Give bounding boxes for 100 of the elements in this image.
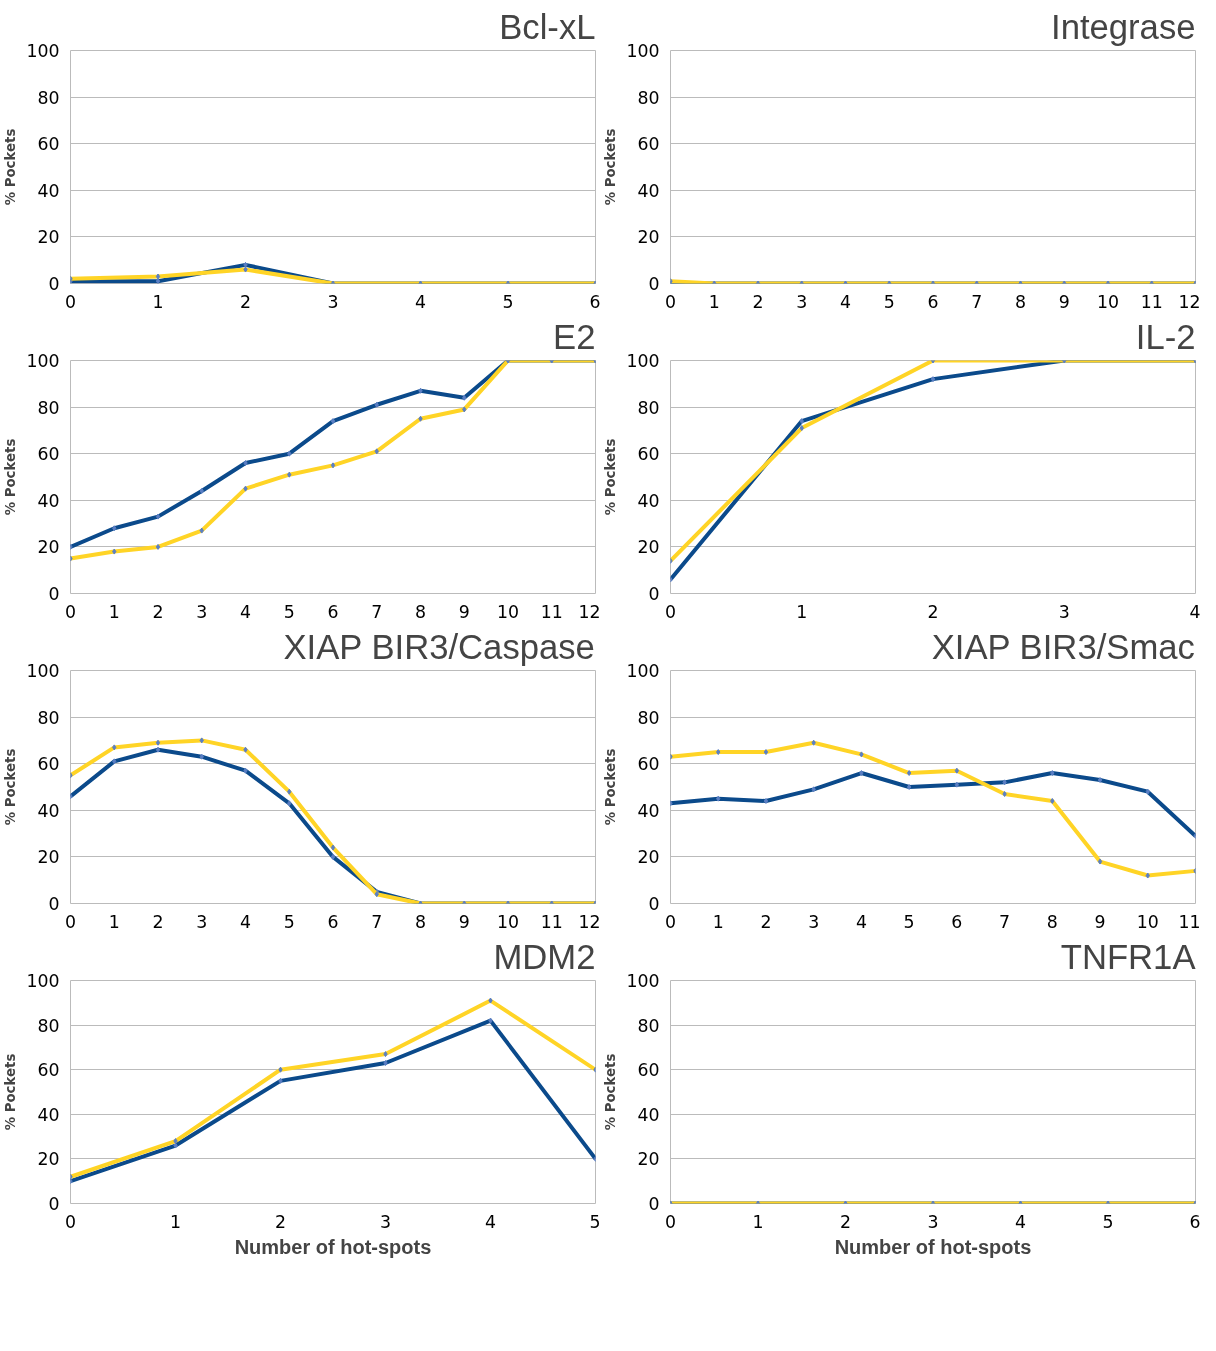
x-tick-label: 8 bbox=[414, 601, 427, 622]
x-tick-label: 10 bbox=[496, 911, 520, 932]
y-tick-label: 40 bbox=[37, 180, 60, 201]
y-tick-label: 100 bbox=[626, 971, 660, 991]
x-tick-label: 1 bbox=[108, 911, 120, 932]
x-tick-label: 5 bbox=[502, 291, 514, 312]
x-tick-label: 1 bbox=[712, 911, 724, 932]
x-tick-label: 4 bbox=[484, 1211, 497, 1232]
y-tick-label: 80 bbox=[37, 707, 60, 728]
x-tick-label: 2 bbox=[152, 601, 164, 622]
x-tick-label: 10 bbox=[1136, 911, 1159, 932]
y-tick-label: 40 bbox=[37, 800, 60, 821]
x-tick-label: 11 bbox=[1140, 291, 1163, 312]
x-tick-label: 0 bbox=[64, 1211, 77, 1232]
y-tick-label: 40 bbox=[37, 490, 60, 511]
y-axis-title: % Pockets bbox=[3, 128, 19, 206]
y-tick-label: 60 bbox=[37, 754, 60, 775]
x-tick-label: 10 bbox=[1096, 291, 1120, 312]
x-tick-label: 2 bbox=[927, 601, 939, 622]
x-tick-label: 8 bbox=[1046, 911, 1058, 932]
y-tick-label: 60 bbox=[637, 134, 660, 155]
y-tick-label: 80 bbox=[637, 1015, 660, 1036]
y-tick-label: 0 bbox=[48, 894, 60, 914]
chart-title: XIAP BIR3/Smac bbox=[931, 627, 1195, 666]
y-tick-label: 20 bbox=[637, 227, 660, 248]
x-tick-label: 1 bbox=[708, 291, 720, 312]
x-tick-label: 1 bbox=[152, 291, 164, 312]
x-tick-label: 2 bbox=[152, 911, 164, 932]
x-tick-label: 11 bbox=[540, 911, 563, 932]
x-tick-label: 12 bbox=[578, 911, 601, 932]
x-tick-label: 4 bbox=[239, 601, 252, 622]
y-tick-label: 80 bbox=[637, 397, 660, 418]
x-tick-label: 4 bbox=[855, 911, 867, 932]
x-tick-label: 0 bbox=[664, 911, 677, 932]
y-tick-label: 20 bbox=[637, 847, 660, 868]
x-tick-label: 0 bbox=[64, 291, 77, 312]
x-tick-label: 4 bbox=[1189, 601, 1201, 622]
x-tick-label: 6 bbox=[951, 911, 963, 932]
x-tick-label: 0 bbox=[664, 291, 677, 312]
x-tick-label: 10 bbox=[496, 601, 520, 622]
x-tick-label: 4 bbox=[239, 911, 252, 932]
y-tick-label: 100 bbox=[626, 41, 660, 61]
y-axis-title: % Pockets bbox=[603, 748, 619, 826]
y-tick-label: 40 bbox=[637, 180, 660, 201]
x-tick-label: 0 bbox=[64, 911, 77, 932]
x-tick-label: 5 bbox=[283, 601, 295, 622]
x-tick-label: 2 bbox=[752, 291, 764, 312]
y-tick-label: 80 bbox=[37, 1015, 60, 1036]
x-tick-label: 4 bbox=[839, 291, 852, 312]
x-tick-label: 7 bbox=[999, 911, 1011, 932]
x-tick-label: 3 bbox=[379, 1211, 392, 1232]
x-tick-label: 2 bbox=[274, 1211, 287, 1232]
y-tick-label: 0 bbox=[648, 1194, 660, 1214]
y-tick-label: 20 bbox=[37, 537, 60, 558]
y-tick-label: 0 bbox=[48, 1194, 60, 1214]
x-tick-label: 5 bbox=[883, 291, 895, 312]
x-tick-label: 7 bbox=[371, 911, 383, 932]
x-tick-label: 3 bbox=[808, 911, 820, 932]
y-tick-label: 20 bbox=[37, 847, 60, 868]
x-tick-label: 9 bbox=[1094, 911, 1106, 932]
x-tick-label: 2 bbox=[239, 291, 252, 312]
x-tick-label: 0 bbox=[64, 601, 77, 622]
x-tick-label: 6 bbox=[327, 601, 339, 622]
x-tick-label: 9 bbox=[458, 601, 470, 622]
y-axis-title: % Pockets bbox=[603, 438, 619, 516]
y-tick-label: 100 bbox=[26, 971, 60, 991]
x-tick-label: 3 bbox=[1058, 601, 1070, 622]
y-tick-label: 100 bbox=[26, 41, 60, 61]
x-tick-label: 2 bbox=[760, 911, 772, 932]
x-tick-label: 11 bbox=[1178, 911, 1201, 932]
y-tick-label: 60 bbox=[637, 754, 660, 775]
x-tick-label: 3 bbox=[196, 911, 208, 932]
chart-title: IL-2 bbox=[1135, 317, 1196, 356]
chart-title: MDM2 bbox=[493, 937, 596, 976]
y-tick-label: 0 bbox=[48, 584, 60, 604]
y-tick-label: 20 bbox=[37, 1149, 60, 1170]
y-tick-label: 0 bbox=[648, 894, 660, 914]
x-tick-label: 1 bbox=[108, 601, 120, 622]
y-tick-label: 40 bbox=[637, 800, 660, 821]
y-tick-label: 80 bbox=[37, 397, 60, 418]
x-tick-label: 6 bbox=[589, 291, 601, 312]
x-tick-label: 5 bbox=[589, 1211, 601, 1232]
y-tick-label: 80 bbox=[637, 87, 660, 108]
y-tick-label: 0 bbox=[648, 584, 660, 604]
y-axis-title: % Pockets bbox=[3, 748, 19, 826]
y-tick-label: 0 bbox=[48, 274, 60, 294]
x-tick-label: 1 bbox=[796, 601, 808, 622]
chart-title: XIAP BIR3/Caspase bbox=[283, 627, 595, 666]
x-tick-label: 6 bbox=[927, 291, 939, 312]
y-tick-label: 20 bbox=[637, 1149, 660, 1170]
y-axis-title: % Pockets bbox=[603, 1053, 619, 1131]
x-tick-label: 5 bbox=[903, 911, 915, 932]
x-tick-label: 0 bbox=[664, 1211, 677, 1232]
x-tick-label: 3 bbox=[196, 601, 208, 622]
x-tick-label: 5 bbox=[283, 911, 295, 932]
x-tick-label: 12 bbox=[1178, 291, 1201, 312]
x-tick-label: 0 bbox=[664, 601, 677, 622]
y-tick-label: 100 bbox=[26, 351, 60, 371]
x-tick-label: 4 bbox=[414, 291, 427, 312]
y-tick-label: 20 bbox=[37, 227, 60, 248]
